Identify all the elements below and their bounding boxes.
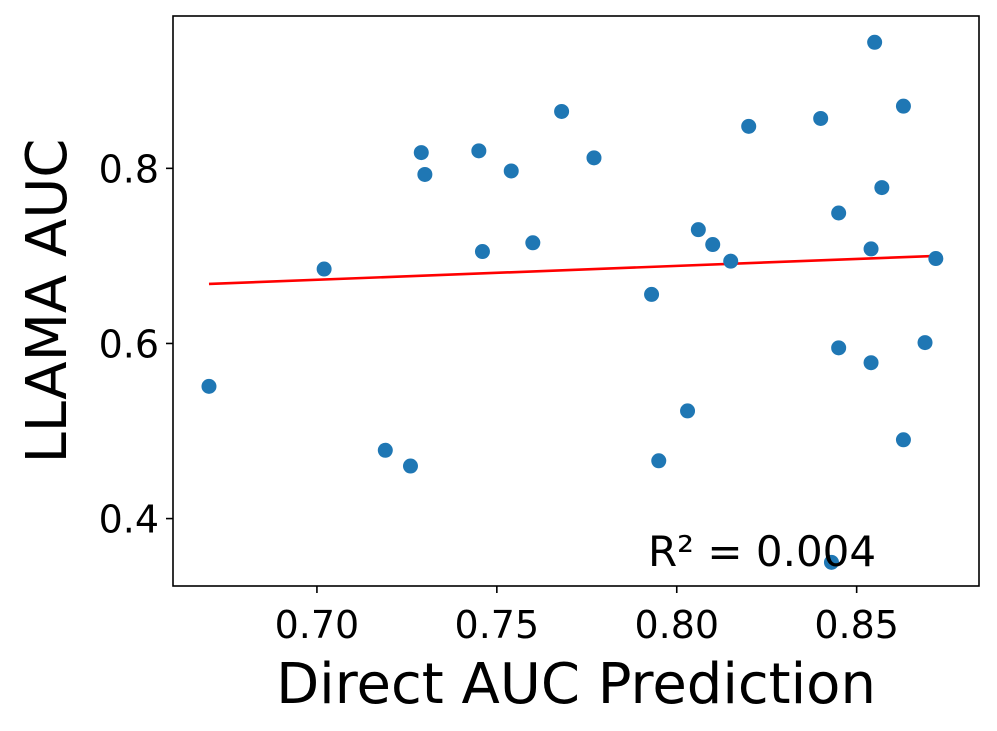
- y-tick-label: 0.6: [99, 322, 159, 366]
- data-point: [680, 403, 696, 419]
- data-point: [831, 205, 847, 221]
- r-squared-annotation: R² = 0.004: [648, 527, 876, 576]
- annotations: R² = 0.004: [648, 527, 876, 576]
- data-point: [823, 554, 839, 570]
- y-axis: 0.4 0.6 0.8: [99, 147, 173, 542]
- x-tick-label: 0.70: [275, 603, 360, 647]
- data-point: [895, 98, 911, 114]
- data-point: [377, 442, 393, 458]
- plot-area: [201, 34, 944, 570]
- data-point: [316, 261, 332, 277]
- data-point: [554, 103, 570, 119]
- data-point: [863, 355, 879, 371]
- data-point: [867, 34, 883, 50]
- data-point: [874, 180, 890, 196]
- x-tick-label: 0.85: [814, 603, 899, 647]
- data-point: [471, 143, 487, 159]
- y-axis-title: LLAMA AUC: [15, 139, 80, 464]
- data-point: [503, 163, 519, 179]
- data-point: [917, 335, 933, 351]
- data-point: [413, 145, 429, 161]
- data-point: [741, 118, 757, 134]
- data-point: [586, 150, 602, 166]
- data-point: [201, 378, 217, 394]
- x-axis-title: Direct AUC Prediction: [276, 652, 876, 717]
- data-point: [813, 110, 829, 126]
- data-point: [863, 241, 879, 257]
- data-point: [723, 253, 739, 269]
- data-point: [831, 340, 847, 356]
- x-axis: 0.70 0.75 0.80 0.85: [275, 586, 899, 647]
- data-point: [895, 432, 911, 448]
- data-point: [402, 458, 418, 474]
- data-point: [525, 235, 541, 251]
- x-tick-label: 0.75: [455, 603, 540, 647]
- data-point: [474, 244, 490, 260]
- y-tick-label: 0.8: [99, 147, 159, 191]
- data-point: [644, 286, 660, 302]
- data-point: [417, 166, 433, 182]
- y-tick-label: 0.4: [99, 498, 159, 542]
- regression-line: [208, 254, 936, 286]
- data-point: [928, 251, 944, 267]
- plot-frame: [172, 15, 980, 587]
- x-tick-label: 0.80: [634, 603, 719, 647]
- data-point: [651, 453, 667, 469]
- data-point: [690, 222, 706, 238]
- data-point: [705, 237, 721, 253]
